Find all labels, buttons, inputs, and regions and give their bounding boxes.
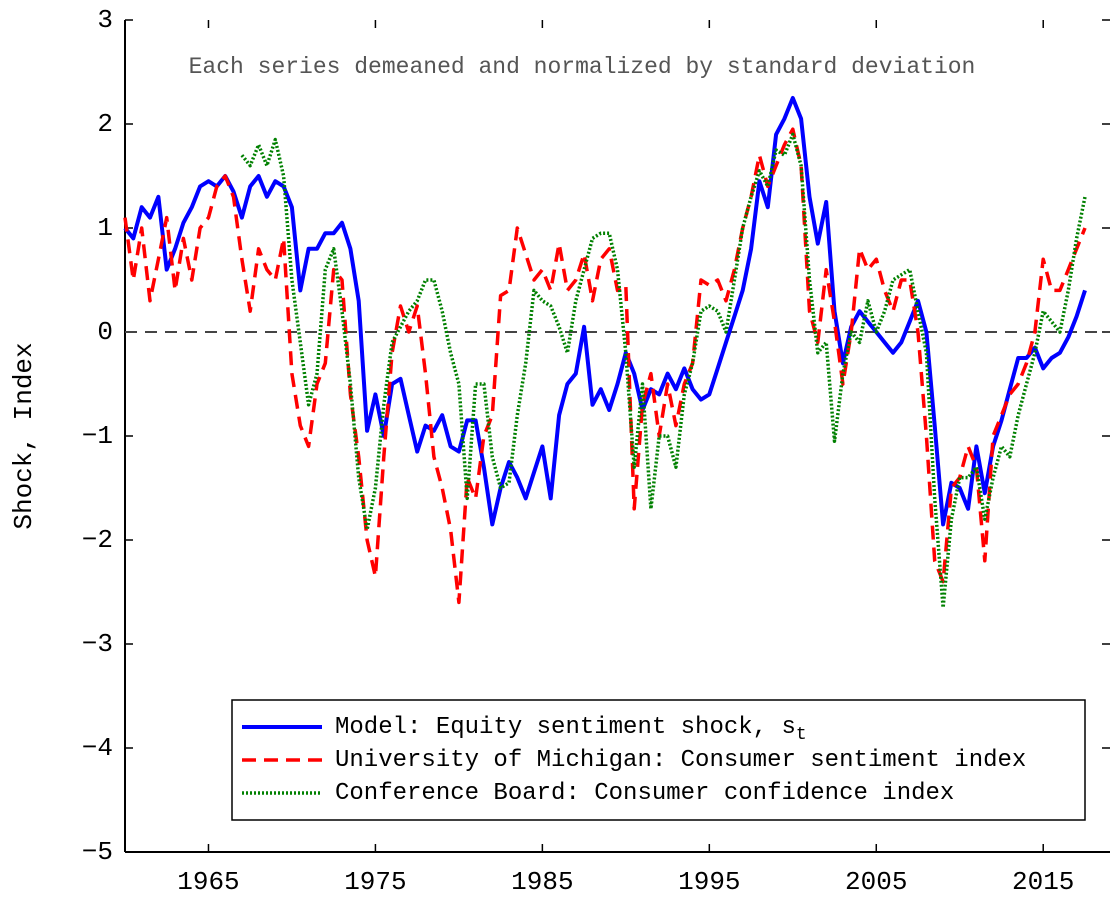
legend-label: Conference Board: Consumer confidence in… bbox=[335, 780, 954, 807]
legend-label-text: University of Michigan: Consumer sentime… bbox=[335, 747, 1026, 774]
series-line bbox=[123, 127, 1087, 605]
legend-label: University of Michigan: Consumer sentime… bbox=[335, 747, 1026, 774]
y-tick-label: 3 bbox=[97, 5, 113, 35]
y-tick-label: −2 bbox=[82, 525, 113, 555]
y-tick-label: −5 bbox=[82, 837, 113, 867]
x-tick-label: 2005 bbox=[845, 867, 907, 897]
legend-box bbox=[231, 699, 1086, 821]
y-axis-label: Shock, Index bbox=[9, 342, 39, 529]
series-line bbox=[123, 96, 1087, 527]
y-tick-label: 0 bbox=[97, 317, 113, 347]
y-tick-label: −3 bbox=[82, 629, 113, 659]
y-tick-label: 1 bbox=[97, 213, 113, 243]
y-tick-label: 2 bbox=[97, 109, 113, 139]
legend-label: Model: Equity sentiment shock, st bbox=[335, 714, 807, 744]
series-line bbox=[240, 132, 1087, 610]
legend-label-text: Model: Equity sentiment shock, s bbox=[335, 714, 796, 741]
x-tick-label: 1965 bbox=[177, 867, 239, 897]
x-tick-label: 1975 bbox=[344, 867, 406, 897]
x-tick-label: 2015 bbox=[1012, 867, 1074, 897]
y-tick-label: −1 bbox=[82, 421, 113, 451]
x-tick-label: 1995 bbox=[678, 867, 740, 897]
x-tick-label: 1985 bbox=[511, 867, 573, 897]
y-tick-label: −4 bbox=[82, 733, 113, 763]
annotation: Each series demeaned and normalized by s… bbox=[189, 54, 976, 80]
legend-label-subscript: t bbox=[796, 725, 807, 745]
legend-label-text: Conference Board: Consumer confidence in… bbox=[335, 780, 954, 807]
